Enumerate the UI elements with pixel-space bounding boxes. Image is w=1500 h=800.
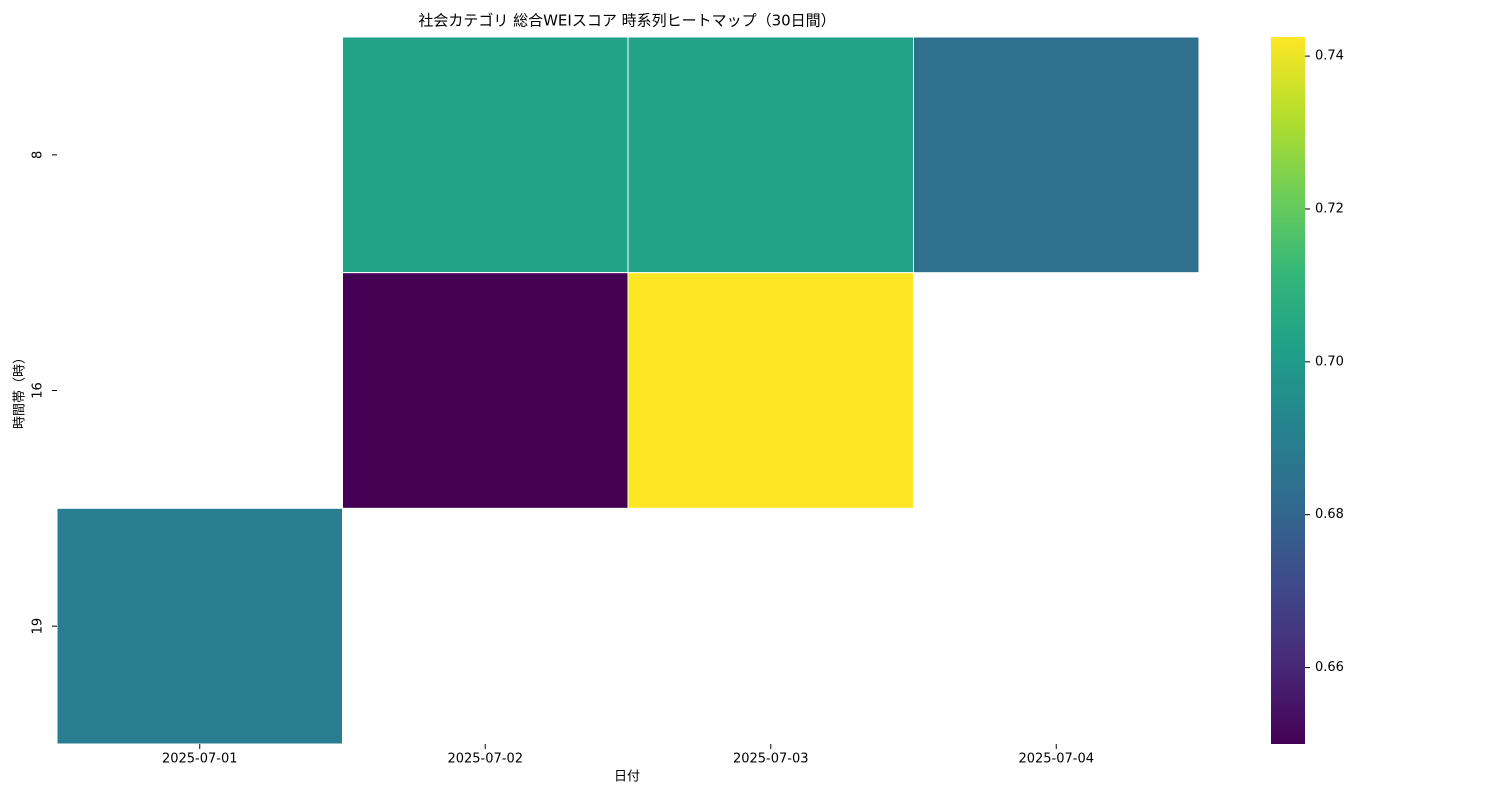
colorbar-tick-label: 0.70 — [1315, 354, 1344, 369]
colorbar-tick-label: 0.72 — [1315, 201, 1344, 216]
x-axis-label: 日付 — [614, 770, 640, 785]
x-tick-label: 2025-07-03 — [733, 752, 809, 767]
colorbar — [1271, 37, 1305, 744]
heatmap-cell — [342, 272, 629, 509]
colorbar-tick-label: 0.74 — [1315, 49, 1344, 64]
colorbar-tick-label: 0.68 — [1315, 507, 1344, 522]
colorbar-tick-label: 0.66 — [1315, 660, 1344, 675]
y-axis-label: 時間帯（時） — [13, 351, 28, 429]
y-tick-label: 8 — [31, 151, 46, 159]
x-tick-label: 2025-07-01 — [162, 752, 238, 767]
y-tick-label: 16 — [31, 382, 46, 399]
heatmap-cell — [627, 36, 914, 274]
x-tick-label: 2025-07-02 — [447, 752, 523, 767]
heatmap-cell — [913, 36, 1200, 274]
x-tick-label: 2025-07-04 — [1018, 752, 1094, 767]
heatmap-cell — [56, 507, 343, 745]
heatmap-cell — [627, 272, 914, 509]
y-tick-label: 19 — [31, 618, 46, 635]
heatmap-cell — [342, 36, 629, 274]
chart-title: 社会カテゴリ 総合WEIスコア 時系列ヒートマップ（30日間） — [418, 12, 835, 30]
